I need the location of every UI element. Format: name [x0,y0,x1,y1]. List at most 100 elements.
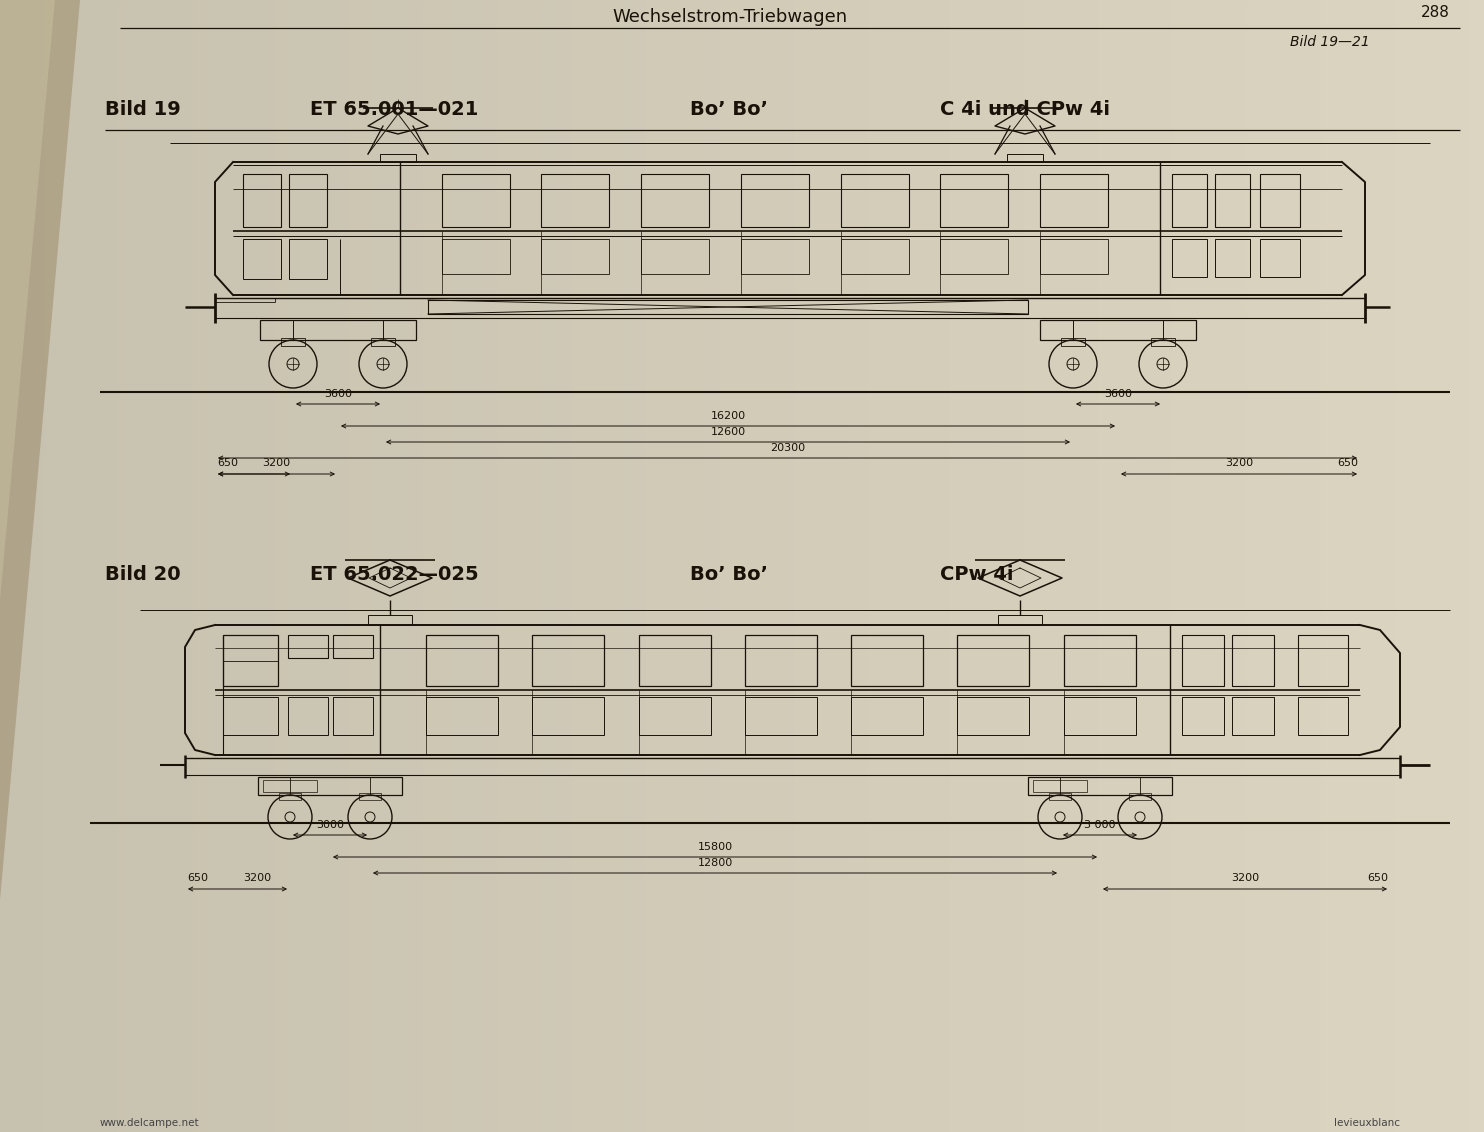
Bar [126,0,135,1132]
Bar [601,0,610,1132]
Bar [579,0,588,1132]
Bar [252,0,261,1132]
Bar [442,174,509,228]
Bar [1187,0,1196,1132]
Bar [1195,0,1204,1132]
Bar [533,697,604,735]
Bar [816,0,825,1132]
Bar [1040,239,1109,274]
Bar [1046,0,1055,1132]
Bar [380,154,416,162]
Bar [393,0,402,1132]
Text: 3600: 3600 [1104,389,1132,398]
Bar [638,0,647,1132]
Bar [1395,0,1404,1132]
Bar [1247,0,1255,1132]
Bar [1439,0,1448,1132]
Bar [1298,0,1307,1132]
Bar [297,0,306,1132]
Bar [230,0,239,1132]
Bar [282,0,291,1132]
Bar [319,0,328,1132]
Bar [1306,0,1315,1132]
Bar [957,0,966,1132]
Bar [1049,794,1071,800]
Bar [1276,0,1285,1132]
Bar [289,174,326,228]
Bar [942,0,951,1132]
Bar [442,239,509,274]
Bar [846,0,855,1132]
Bar [941,174,1009,228]
Text: Bo’ Bo’: Bo’ Bo’ [690,565,769,584]
Bar [1120,0,1129,1132]
Bar [280,338,306,346]
Bar [890,0,899,1132]
Bar [861,0,870,1132]
Bar [1009,0,1018,1132]
Bar [809,0,818,1132]
Bar [905,0,914,1132]
Bar [1350,0,1359,1132]
Bar [208,0,217,1132]
Bar [1373,0,1382,1132]
Bar [727,0,736,1132]
Bar [1064,697,1135,735]
Bar [378,0,387,1132]
Bar [1076,0,1085,1132]
Bar [1269,0,1278,1132]
Bar [660,0,669,1132]
Bar [957,635,1030,686]
Bar [735,0,743,1132]
Text: Bild 19: Bild 19 [105,100,181,119]
Bar [1181,697,1224,735]
Bar [616,0,625,1132]
Bar [745,635,818,686]
Bar [1040,320,1196,340]
Text: 3200: 3200 [1224,458,1252,468]
Bar [1172,174,1206,228]
Bar [334,0,343,1132]
Bar [141,0,150,1132]
Bar [623,0,632,1132]
Bar [289,239,326,280]
Bar [1417,0,1426,1132]
Bar [965,0,974,1132]
Bar [467,0,476,1132]
Bar [556,0,565,1132]
Bar [712,0,721,1132]
Bar [631,0,640,1132]
Bar [1172,0,1181,1132]
Bar [571,0,580,1132]
Bar [1239,0,1248,1132]
Bar [1298,697,1347,735]
Bar [1098,0,1107,1132]
Text: levieuxblanc: levieuxblanc [1334,1118,1399,1127]
Bar [1260,239,1300,277]
Bar [1260,174,1300,228]
Bar [426,697,499,735]
Text: 12800: 12800 [697,858,733,868]
Text: ET 65.022—025: ET 65.022—025 [310,565,479,584]
Bar [1232,0,1241,1132]
Bar [237,0,246,1132]
Bar [1232,635,1273,686]
Bar [1068,0,1077,1132]
Text: 3200: 3200 [243,873,272,883]
Text: 288: 288 [1422,5,1450,20]
Bar [215,0,224,1132]
Bar [359,794,381,800]
Bar [764,0,773,1132]
Bar [1469,0,1478,1132]
Bar [258,777,402,795]
Bar [705,0,714,1132]
Bar [1313,0,1322,1132]
Bar [1358,0,1367,1132]
Bar [690,0,699,1132]
Bar [1031,0,1040,1132]
Bar [163,0,172,1132]
Text: 650: 650 [1367,873,1388,883]
Bar [200,0,209,1132]
Text: 3600: 3600 [324,389,352,398]
Bar [638,635,711,686]
